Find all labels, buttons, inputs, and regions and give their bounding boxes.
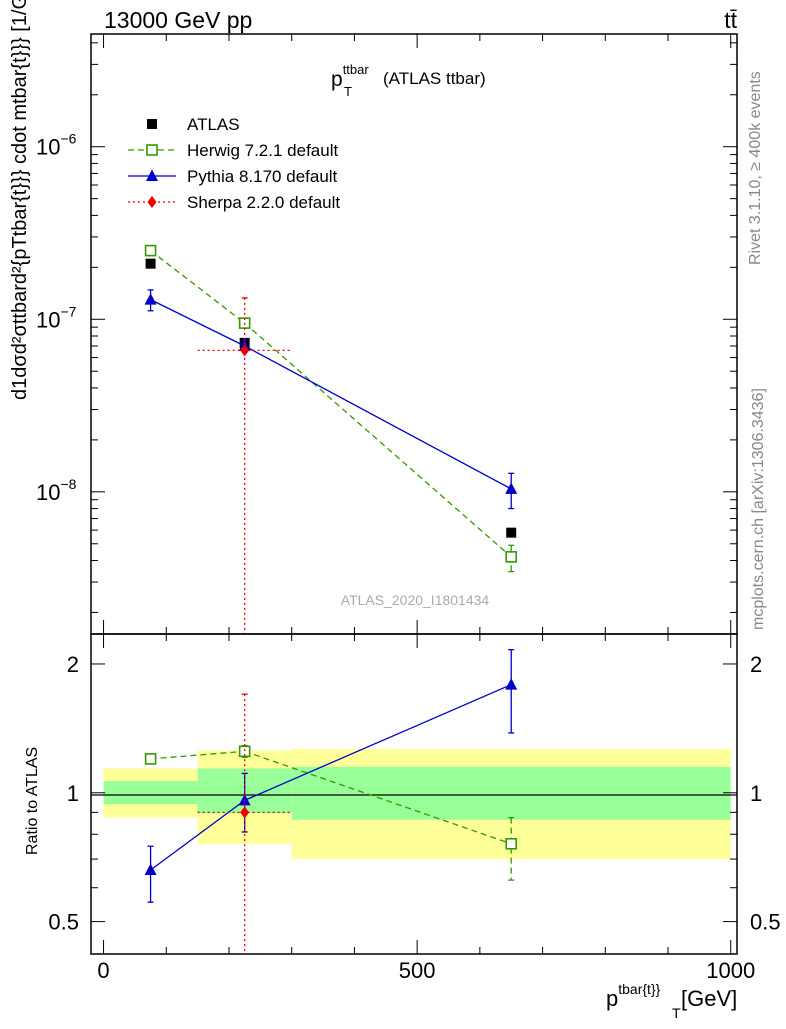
- main-y-tick-label: 10−7: [36, 303, 77, 332]
- main-pythia-point: [505, 482, 518, 494]
- ratio-y-tick-label-right: 2: [750, 652, 762, 677]
- ratio-x-tick-label: 500: [399, 958, 436, 983]
- mcplots-label: mcplots.cern.ch [arXiv:1306.3436]: [750, 388, 767, 630]
- legend-atlas-marker: [147, 119, 157, 129]
- main-herwig-point: [144, 244, 157, 257]
- main-atlas-point: [506, 527, 517, 538]
- ratio-y-tick-label-left: 0.5: [48, 910, 79, 935]
- main-y-tick-label: 10−8: [36, 476, 77, 505]
- main-pythia-connector: [244, 345, 512, 490]
- main-marks: [144, 244, 518, 634]
- ratio-pythia-point: [505, 678, 518, 690]
- main-herwig-connector: [150, 250, 246, 324]
- main-sherpa-point: [240, 344, 250, 357]
- legend: ATLAS Herwig 7.2.1 default Pythia 8.170 de…: [128, 115, 340, 212]
- x-axis-label-sup: tbar{t}: [618, 981, 656, 997]
- main-title: pttbar: [331, 62, 369, 91]
- legend-herwig-marker: [146, 144, 158, 156]
- legend-pythia-label: Pythia 8.170 default: [187, 167, 338, 186]
- main-title-base: p: [331, 68, 343, 91]
- main-pythia-connector: [150, 299, 245, 347]
- ratio-herwig-point: [505, 837, 518, 850]
- ratio-sherpa-point: [240, 806, 250, 819]
- main-title-rest: (ATLAS ttbar): [383, 69, 486, 88]
- main-y-tick-label-base: 10: [36, 135, 60, 160]
- main-ticks: 10−610−710−8: [36, 34, 737, 634]
- ratio-band-green: [291, 766, 731, 820]
- legend-pythia-marker: [146, 169, 158, 181]
- main-y-tick-label-exp: −6: [60, 131, 76, 147]
- ratio-herwig-point: [144, 753, 157, 765]
- main-panel: 10−610−710−8 pttbar T (ATLAS ttbar) ATLA…: [9, 0, 738, 635]
- x-axis-label-rest: }: [656, 981, 661, 997]
- main-herwig-connector: [244, 322, 512, 558]
- legend-atlas-label: ATLAS: [187, 115, 240, 134]
- main-pythia-point: [144, 293, 157, 305]
- main-y-tick-label-base: 10: [36, 480, 60, 505]
- ratio-ticks: 0.5 0.5 1 1 2 2 0 500 1000: [48, 634, 781, 983]
- x-axis-label-sub: T: [672, 1005, 681, 1021]
- ratio-herwig-connector: [150, 750, 245, 760]
- legend-sherpa-label: Sherpa 2.2.0 default: [187, 193, 340, 212]
- main-y-tick-label-exp: −7: [60, 303, 76, 319]
- ratio-y-tick-label-left: 1: [67, 781, 79, 806]
- ratio-band-green: [103, 781, 198, 805]
- main-y-tick-label-exp: −8: [60, 476, 76, 492]
- ratio-y-axis-label: Ratio to ATLAS: [24, 747, 41, 855]
- ratio-y-tick-label-right: 1: [750, 781, 762, 806]
- ratio-frame: [90, 633, 738, 955]
- ratio-herwig-point: [238, 745, 251, 758]
- energy-label: 13000 GeV pp: [104, 7, 252, 33]
- main-title-sup: ttbar: [343, 62, 370, 77]
- ratio-pythia-point: [144, 863, 157, 876]
- x-axis-label: ptbar{t}}: [606, 981, 661, 1011]
- main-y-axis-label: d1dσd²σttbard²{pTtbar{t}}} cdot mtbar{t}…: [9, 0, 31, 400]
- main-title-sub: T: [344, 84, 352, 99]
- main-herwig-point: [505, 551, 518, 563]
- ratio-x-tick-label: 1000: [706, 958, 755, 983]
- watermark: ATLAS_2020_I1801434: [341, 592, 490, 608]
- ratio-panel: 0.5 0.5 1 1 2 2 0 500 1000 Ratio to ATLAS ptbar{…: [24, 633, 781, 1021]
- ratio-y-tick-label-right: 0.5: [750, 910, 781, 935]
- main-atlas-point: [145, 258, 156, 269]
- legend-sherpa-marker: [147, 196, 157, 208]
- main-y-tick-label: 10−6: [36, 131, 77, 160]
- main-y-tick-label-base: 10: [36, 307, 60, 332]
- x-axis-label-base: p: [606, 986, 618, 1011]
- ratio-pythia-connector: [244, 683, 512, 801]
- legend-herwig-label: Herwig 7.2.1 default: [187, 141, 338, 160]
- ratio-marks: [144, 649, 518, 954]
- x-axis-label-unit: [GeV]: [681, 986, 737, 1011]
- rivet-label: Rivet 3.1.10, ≥ 400k events: [747, 71, 764, 265]
- ratio-bands: [103, 749, 731, 860]
- ratio-x-tick-label: 0: [97, 958, 109, 983]
- ratio-y-tick-label-left: 2: [67, 652, 79, 677]
- process-label: tt̄: [724, 7, 737, 33]
- ratio-herwig-connector: [244, 750, 512, 845]
